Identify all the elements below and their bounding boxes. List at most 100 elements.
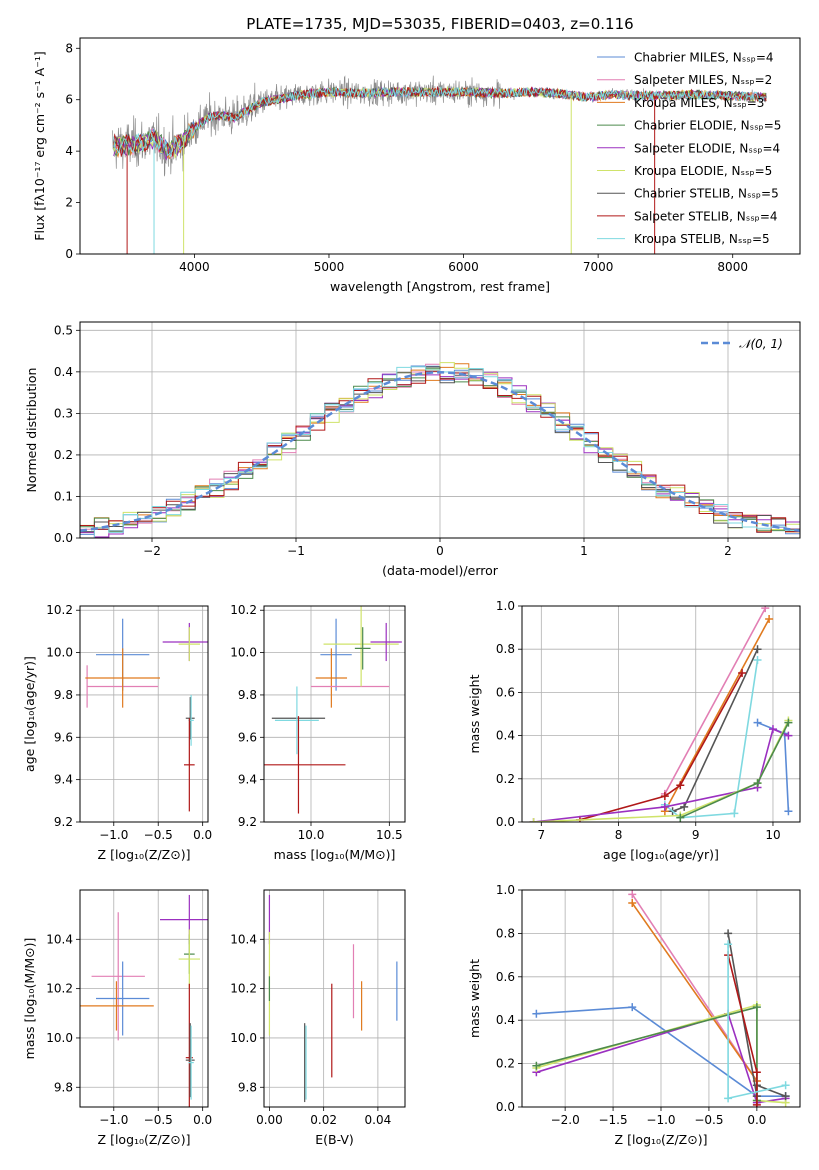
y-tick-label: 4 bbox=[65, 144, 73, 158]
y-tick-label: 1.0 bbox=[496, 599, 515, 613]
y-tick-label: 10.0 bbox=[46, 646, 73, 660]
error-bar-point-salpeter-miles bbox=[91, 912, 145, 1041]
y-axis-label: age [log₁₀(age/yr)] bbox=[22, 656, 37, 772]
y-tick-label: 0 bbox=[65, 247, 73, 261]
legend-label-salpeter-stelib: Salpeter STELIB, Nₛₛₚ=4 bbox=[634, 209, 778, 223]
x-axis-label: age [log₁₀(age/yr)] bbox=[603, 847, 719, 862]
error-bar-point-chabrier-miles bbox=[320, 618, 352, 691]
x-tick-label: −1.5 bbox=[598, 1113, 627, 1127]
weight-marker bbox=[784, 718, 793, 727]
weight-marker bbox=[628, 899, 637, 908]
y-tick-label: 0.2 bbox=[496, 772, 515, 786]
x-axis-label: E(B-V) bbox=[315, 1132, 354, 1147]
plot-area bbox=[85, 618, 208, 812]
weight-marker bbox=[752, 1003, 761, 1012]
x-tick-label: 9 bbox=[692, 828, 700, 842]
error-bar-point-kroupa-elodie bbox=[178, 627, 200, 662]
y-tick-label: 9.8 bbox=[54, 1080, 73, 1094]
mass-vs-ebv-panel: 0.00 0.02 0.04 9.8 10.0 10.2 10.4 E(B-V) bbox=[230, 889, 406, 1147]
x-tick-label: 0.00 bbox=[256, 1113, 283, 1127]
y-tick-label: 1.0 bbox=[496, 883, 515, 897]
normal-curve-line bbox=[80, 371, 800, 532]
y-axis-label: mass weight bbox=[467, 674, 482, 753]
x-tick-label: 0.04 bbox=[365, 1113, 392, 1127]
plot-area bbox=[264, 606, 402, 814]
weight-series-kroupa-stelib bbox=[724, 940, 790, 1103]
weight-series-chabrier-elodie bbox=[676, 718, 793, 822]
y-tick-label: 0.0 bbox=[496, 815, 515, 829]
y-tick-label: 0.4 bbox=[496, 1013, 515, 1027]
error-bar-point-kroupa-elodie bbox=[178, 929, 200, 989]
weight-marker bbox=[628, 1003, 637, 1012]
y-tick-label: 0.1 bbox=[54, 489, 73, 503]
y-axis-label: mass weight bbox=[467, 959, 482, 1038]
weight-marker bbox=[761, 606, 770, 613]
weight-marker bbox=[660, 792, 669, 801]
model-spectrum-line-kroupa-stelib bbox=[113, 86, 767, 159]
legend-label-normal: 𝒩(0, 1) bbox=[739, 337, 783, 351]
x-axis-label: mass [log₁₀(M/M⊙)] bbox=[274, 847, 396, 862]
error-bar-point-salpeter-elodie bbox=[370, 622, 402, 662]
y-axis-label: Normed distribution bbox=[24, 368, 39, 493]
plot-area bbox=[80, 362, 800, 538]
weight-line bbox=[727, 954, 758, 1105]
weight-line bbox=[533, 728, 789, 822]
residual-histogram-panel: −2 −1 0 1 2 0.0 0.1 0.2 0.3 0.4 0.5 (data-model)/er… bbox=[24, 321, 801, 578]
y-tick-label: 10.0 bbox=[230, 646, 257, 660]
x-tick-label: 6000 bbox=[448, 260, 479, 274]
plot-area bbox=[532, 890, 790, 1107]
axes-frame bbox=[79, 321, 801, 539]
weight-marker bbox=[730, 809, 739, 818]
weight-line bbox=[664, 659, 759, 819]
x-tick-label: 0.0 bbox=[747, 1113, 766, 1127]
x-tick-label: −1 bbox=[287, 544, 305, 558]
y-tick-label: 9.8 bbox=[54, 688, 73, 702]
weight-series-kroupa-miles bbox=[660, 614, 774, 816]
error-bar-point-salpeter-stelib bbox=[185, 983, 193, 1107]
mass-vs-metallicity-panel: −1.0 −0.5 0.0 9.8 10.0 10.2 10.4 Z [log₁₀(Z/Z⊙)… bbox=[22, 889, 212, 1147]
axes-frame bbox=[263, 605, 406, 823]
y-tick-label: 9.2 bbox=[54, 815, 73, 829]
age-vs-metallicity-panel: −1.0 −0.5 0.0 9.2 9.4 9.6 9.8 10.0 10.2 Z [log₁₀(… bbox=[22, 603, 212, 862]
spectrum-legend: Chabrier MILES, Nₛₛₚ=4 Salpeter MILES, Nₛ… bbox=[597, 51, 781, 246]
x-tick-label: 2 bbox=[724, 544, 732, 558]
weight-marker bbox=[768, 725, 777, 734]
histogram-legend: 𝒩(0, 1) bbox=[701, 337, 783, 351]
y-tick-label: 6 bbox=[65, 93, 73, 107]
y-tick-label: 0.2 bbox=[54, 448, 73, 462]
axes-frame bbox=[79, 605, 209, 823]
x-tick-label: −1.0 bbox=[99, 828, 128, 842]
x-tick-label: 0.02 bbox=[310, 1113, 337, 1127]
weight-marker bbox=[765, 614, 774, 623]
weight-marker bbox=[529, 818, 538, 822]
error-bar-point-kroupa-elodie bbox=[323, 606, 399, 687]
weight-line bbox=[536, 1006, 758, 1101]
y-tick-label: 0.3 bbox=[54, 406, 73, 420]
x-axis-label: (data-model)/error bbox=[382, 563, 499, 578]
weight-marker bbox=[532, 1009, 541, 1018]
x-tick-label: 0.0 bbox=[193, 828, 212, 842]
weight-series-salpeter-miles bbox=[660, 606, 770, 798]
x-axis-label: wavelength [Angstrom, rest frame] bbox=[330, 279, 550, 294]
x-tick-label: −2.0 bbox=[551, 1113, 580, 1127]
legend-label-kroupa-stelib: Kroupa STELIB, Nₛₛₚ=5 bbox=[634, 232, 770, 246]
y-tick-label: 10.4 bbox=[46, 932, 73, 946]
weight-marker bbox=[781, 1092, 790, 1101]
plot-area bbox=[111, 75, 767, 254]
x-tick-label: −0.5 bbox=[144, 828, 173, 842]
x-tick-label: 8 bbox=[615, 828, 623, 842]
x-axis-label: Z [log₁₀(Z/Z⊙)] bbox=[615, 1132, 708, 1147]
error-bar-point-chabrier-stelib bbox=[185, 697, 195, 740]
weight-marker bbox=[784, 807, 793, 816]
x-tick-label: −2 bbox=[143, 544, 161, 558]
spectrum-panel: 4000 5000 6000 7000 8000 0 2 4 6 8 wavelength [Ang… bbox=[32, 37, 801, 294]
axes-frame bbox=[263, 889, 406, 1108]
x-tick-label: 7000 bbox=[583, 260, 614, 274]
y-tick-label: 0.5 bbox=[54, 323, 73, 337]
error-bar-point-kroupa-stelib bbox=[274, 686, 319, 755]
weight-line bbox=[536, 1012, 786, 1104]
y-tick-label: 9.6 bbox=[238, 730, 257, 744]
y-tick-label: 2 bbox=[65, 196, 73, 210]
x-tick-label: 10.5 bbox=[376, 828, 403, 842]
legend-label-chabrier-stelib: Chabrier STELIB, Nₛₛₚ=5 bbox=[634, 187, 779, 201]
